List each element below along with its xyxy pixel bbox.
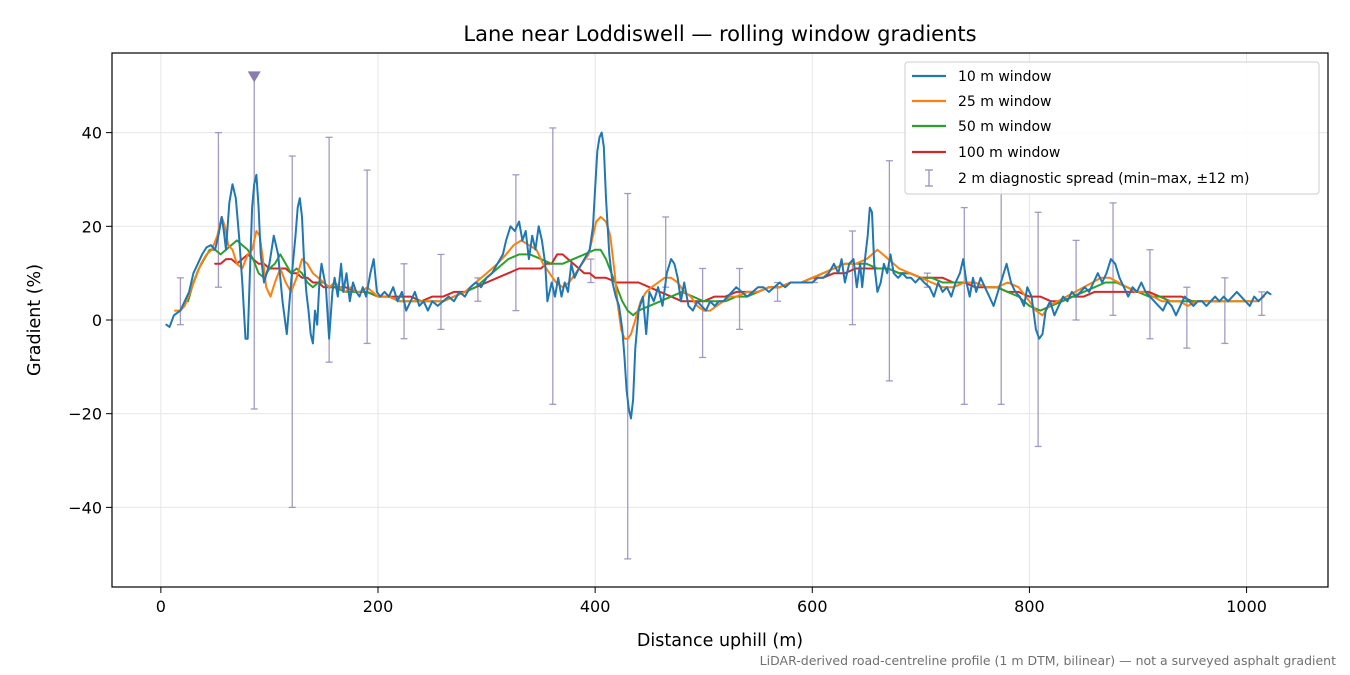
errorbar <box>1034 211 1042 448</box>
errorbar <box>587 258 595 284</box>
y-axis-label: Gradient (%) <box>25 264 45 376</box>
legend-label-10m: 10 m window <box>958 69 1051 85</box>
errorbar <box>363 169 371 345</box>
errorbar <box>214 131 222 288</box>
legend-swatch-errorbar <box>925 169 933 187</box>
errorbar <box>549 127 557 405</box>
errorbar <box>1258 291 1266 316</box>
x-tick-label: 600 <box>797 597 828 616</box>
x-tick-label: 0 <box>156 597 166 616</box>
y-tick-label: 20 <box>82 217 102 236</box>
series-lines <box>165 131 1272 420</box>
marker <box>247 71 261 83</box>
y-tick-label: −40 <box>68 498 102 517</box>
x-tick-label: 1000 <box>1226 597 1267 616</box>
x-tick-label: 400 <box>580 597 611 616</box>
errorbar <box>288 155 296 509</box>
chart-title: Lane near Loddiswell — rolling window gr… <box>463 22 976 46</box>
errorbar <box>960 206 968 405</box>
legend-label-25m: 25 m window <box>958 94 1051 110</box>
legend-label-errorbar: 2 m diagnostic spread (min–max, ±12 m) <box>958 171 1249 187</box>
errorbar <box>1221 277 1229 345</box>
errorbar <box>1109 202 1117 316</box>
legend-box <box>904 61 1320 195</box>
errorbar <box>437 253 445 331</box>
y-tick-label: −20 <box>68 405 102 424</box>
x-axis-label: Distance uphill (m) <box>637 631 803 651</box>
errorbar <box>699 267 707 359</box>
series-line-w10 <box>165 131 1272 420</box>
errorbar <box>624 192 632 560</box>
axis-ticks: 0 200 400 600 800 1000 −40 −20 0 20 40 <box>68 124 1267 616</box>
legend: 10 m window 25 m window 50 m window 100 … <box>904 61 1320 195</box>
legend-label-50m: 50 m window <box>958 119 1051 135</box>
x-tick-label: 200 <box>363 597 394 616</box>
x-tick-label: 800 <box>1014 597 1045 616</box>
series-line-w100 <box>214 253 1221 303</box>
errorbar <box>176 277 184 326</box>
errorbar <box>1183 286 1191 349</box>
footnote: LiDAR-derived road-centreline profile (1… <box>760 653 1336 668</box>
y-tick-label: 0 <box>92 311 102 330</box>
errorbar <box>1072 239 1080 321</box>
legend-label-100m: 100 m window <box>958 145 1060 161</box>
errorbar <box>885 160 893 382</box>
errorbar <box>736 267 744 331</box>
errorbar <box>848 230 856 326</box>
y-tick-label: 40 <box>82 124 102 143</box>
marker-triangle <box>247 71 261 83</box>
